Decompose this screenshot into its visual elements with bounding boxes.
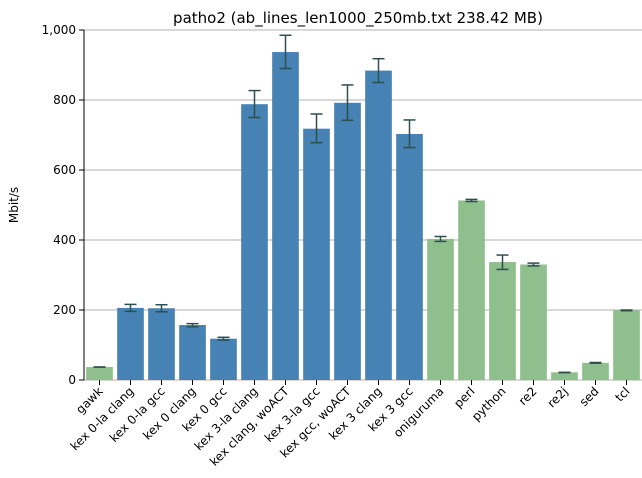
bar — [210, 338, 237, 380]
bar — [272, 52, 299, 381]
bar — [520, 264, 547, 380]
y-tick-label: 800 — [53, 93, 76, 107]
bar — [86, 367, 113, 380]
error-bars — [93, 34, 633, 374]
y-tick-label: 400 — [53, 233, 76, 247]
y-tick-label: 1,000 — [42, 23, 76, 37]
y-tick-label: 0 — [68, 373, 76, 387]
bar — [489, 262, 516, 380]
x-tick-label: perl — [451, 384, 477, 410]
bar — [117, 307, 144, 380]
bar — [427, 238, 454, 380]
y-tick-label: 600 — [53, 163, 76, 177]
x-tick-label: re2j — [544, 384, 570, 410]
bar — [241, 104, 268, 380]
bar — [179, 325, 206, 380]
bar — [148, 308, 175, 380]
bar — [458, 200, 485, 380]
bars — [86, 52, 640, 381]
y-axis-label: Mbit/s — [7, 187, 21, 223]
x-tick-label: tcl — [612, 384, 632, 404]
bar — [365, 70, 392, 380]
bar — [396, 133, 423, 380]
gridlines — [84, 29, 642, 381]
bar — [551, 372, 578, 380]
y-tick-label: 200 — [53, 303, 76, 317]
bar — [613, 310, 640, 380]
bar — [582, 362, 609, 380]
y-axis: 0 200 400 600 800 1,000 — [42, 23, 85, 387]
x-tick-label: python — [469, 384, 509, 424]
chart-title: patho2 (ab_lines_len1000_250mb.txt 238.4… — [173, 9, 543, 28]
bar — [334, 102, 361, 381]
x-tick-label: sed — [577, 384, 602, 409]
x-tick-label: re2 — [516, 384, 540, 408]
bar — [303, 128, 330, 380]
